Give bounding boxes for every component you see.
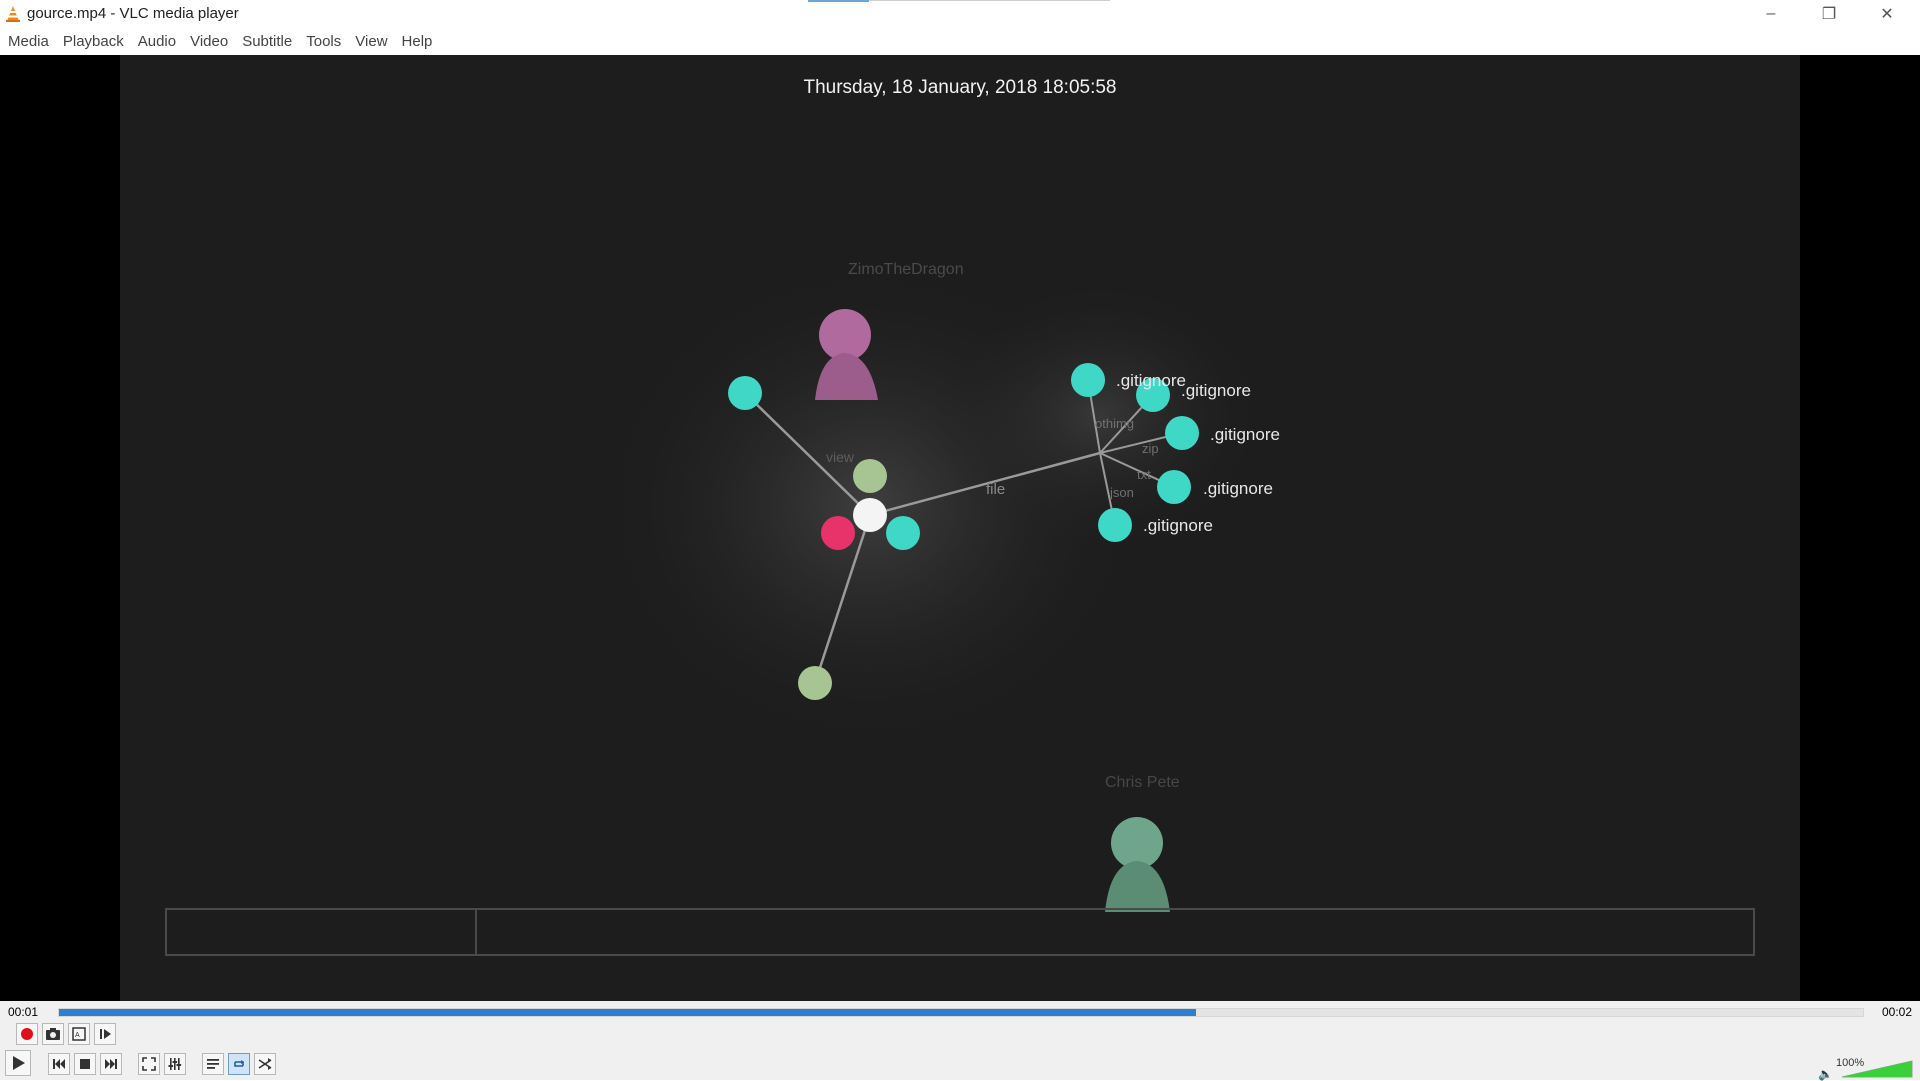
maximize-button[interactable]: ❐ [1800,0,1858,28]
snapshot-button[interactable] [42,1023,64,1045]
next-button[interactable] [100,1053,122,1075]
loop-ab-button[interactable]: A [68,1023,90,1045]
edge [813,514,872,684]
next-icon [105,1059,117,1069]
extended-settings-icon [168,1058,182,1070]
frame-by-frame-icon [100,1029,111,1039]
title-accent-line [808,0,869,2]
vlc-cone-icon [6,6,20,22]
user-label: Chris Pete [1105,774,1180,791]
user-label: ZimoTheDragon [848,261,964,278]
minimize-button[interactable]: – [1742,0,1800,28]
file-label: .gitignore [1143,516,1213,535]
loop-button[interactable] [228,1053,250,1075]
restore-icon: ❐ [1821,6,1837,23]
shuffle-icon [258,1058,272,1070]
dir-label: view [826,449,855,465]
frame-by-frame-button[interactable] [94,1023,116,1045]
file-node [798,666,832,700]
file-label: .gitignore [1203,479,1273,498]
dir-label: zip [1142,441,1159,456]
loop-icon [234,1060,244,1067]
file-node [728,376,762,410]
menu-tools[interactable]: Tools [306,33,342,50]
svg-text:A: A [75,1032,80,1039]
previous-icon [53,1059,65,1069]
controls-panel: 00:01 00:02 A 🔈 100% [0,1001,1920,1081]
fullscreen-button[interactable] [138,1053,160,1075]
extended-settings-button[interactable] [164,1053,186,1075]
snapshot-icon [46,1028,60,1040]
menu-help[interactable]: Help [401,33,433,50]
dir-label: json [1109,485,1134,500]
user-avatar-pink [815,309,878,400]
menu-subtitle[interactable]: Subtitle [242,33,293,50]
file-node [1098,508,1132,542]
seek-bar-progress [59,1009,1196,1016]
fullscreen-icon [142,1057,156,1071]
file-label: .gitignore [1210,425,1280,444]
volume-fill [1842,1061,1912,1077]
menu-view[interactable]: View [355,33,388,50]
record-icon [21,1028,33,1040]
playlist-button[interactable] [202,1053,224,1075]
stop-icon [80,1059,90,1069]
file-node [886,516,920,550]
title-divider-line [869,0,1110,1]
edge [869,451,1101,517]
file-label: .gitignore [1181,381,1251,400]
previous-button[interactable] [48,1053,70,1075]
loop-ab-icon: A [72,1027,86,1041]
video-area[interactable]: Thursday, 18 January, 2018 18:05:58 [0,55,1920,1001]
gource-visualization: view file othimg zip txt json .gitignore… [165,255,1755,956]
video-date: Thursday, 18 January, 2018 18:05:58 [803,77,1117,98]
play-button[interactable] [5,1050,31,1076]
volume-label: 100% [1836,1057,1865,1069]
close-icon: ✕ [1880,6,1894,23]
dir-label: txt [1137,467,1151,482]
close-button[interactable]: ✕ [1858,0,1916,28]
stop-button[interactable] [74,1053,96,1075]
file-node [853,459,887,493]
file-node [1165,416,1199,450]
minimize-icon: – [1766,5,1776,22]
file-node [1136,378,1170,412]
dir-label: file [986,481,1005,498]
speaker-icon[interactable]: 🔈 [1818,1067,1833,1081]
play-icon [13,1056,25,1070]
overlay-panel [165,908,1755,956]
record-button[interactable] [16,1023,38,1045]
menu-playback[interactable]: Playback [62,33,124,50]
cluster-glow-right [930,275,1270,555]
menu-media[interactable]: Media [8,33,49,50]
user-avatar-green [1105,817,1170,912]
menu-audio[interactable]: Audio [137,33,177,50]
file-node [1157,470,1191,504]
dir-label: othimg [1095,416,1134,431]
edge [744,392,871,516]
title-bar: gource.mp4 - VLC media player – ❐ ✕ [0,0,1920,28]
file-label: .gitignore [1116,371,1186,390]
file-node [1071,363,1105,397]
menu-bar: Media Playback Audio Video Subtitle Tool… [0,28,1920,55]
window-title: gource.mp4 - VLC media player [27,5,239,22]
elapsed-time: 00:01 [8,1005,39,1019]
menu-video[interactable]: Video [190,33,229,50]
playlist-icon [207,1059,219,1069]
directory-node [853,498,887,532]
total-time: 00:02 [1881,1005,1912,1019]
video-frame: Thursday, 18 January, 2018 18:05:58 [120,55,1800,1001]
volume-slider[interactable] [1842,1060,1914,1078]
shuffle-button[interactable] [254,1053,276,1075]
file-node [821,516,855,550]
seek-bar[interactable] [58,1008,1864,1017]
